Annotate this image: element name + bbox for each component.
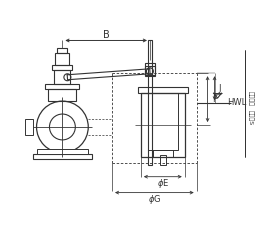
Bar [37, 149, 88, 154]
Text: B: B [103, 29, 109, 39]
Bar [145, 66, 155, 76]
Bar [160, 155, 166, 165]
Text: $\phi$E: $\phi$E [157, 177, 169, 190]
Text: 上限＜S: 上限＜S [248, 110, 253, 125]
Text: 設定水位: 設定水位 [248, 91, 253, 106]
Text: HWL: HWL [227, 98, 247, 107]
Bar [46, 84, 79, 89]
Bar [145, 63, 155, 75]
Bar [52, 65, 72, 70]
Text: F: F [213, 95, 217, 104]
Bar [25, 119, 33, 135]
Bar [148, 93, 178, 150]
Bar [153, 150, 173, 157]
Bar [148, 40, 152, 165]
Bar [141, 93, 185, 157]
Bar [58, 49, 67, 53]
Bar [48, 89, 76, 101]
Bar [55, 53, 69, 65]
Bar [33, 154, 92, 159]
Bar [138, 87, 188, 93]
Text: J: J [219, 84, 221, 93]
Text: $\phi$G: $\phi$G [148, 193, 161, 206]
Bar [54, 70, 70, 84]
